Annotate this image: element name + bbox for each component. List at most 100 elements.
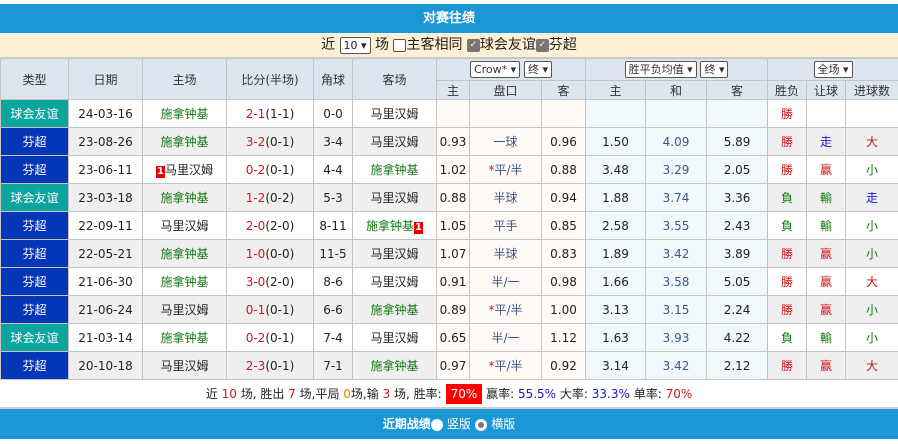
ah-line: 一球	[469, 127, 542, 156]
score[interactable]: 1-2(0-2)	[226, 183, 314, 212]
score[interactable]: 2-3(0-1)	[226, 351, 314, 380]
subcol: 让球	[806, 80, 847, 100]
league-label: 芬超	[548, 37, 577, 53]
score[interactable]: 0-2(0-1)	[226, 323, 314, 352]
col-corners: 角球	[313, 58, 353, 100]
match-type: 球会友谊	[0, 99, 69, 128]
eu-draw-odds: 3.58	[645, 267, 708, 296]
col-score: 比分(半场)	[226, 58, 314, 100]
win-rate: 70%	[445, 384, 483, 404]
result-ou: 走	[845, 183, 898, 212]
team-cell[interactable]: 马里汉姆	[142, 295, 227, 324]
match-type: 球会友谊	[0, 183, 69, 212]
corners: 3-4	[313, 127, 353, 156]
scope-cell: 全场 ▾	[767, 58, 898, 81]
ah-away-odds: 0.83	[540, 239, 587, 268]
team-cell[interactable]: 马里汉姆	[352, 267, 437, 296]
league-checkbox-friendly[interactable]: ✓	[466, 38, 480, 52]
team-cell[interactable]: 1马里汉姆	[142, 155, 227, 184]
score[interactable]: 1-0(0-0)	[226, 239, 314, 268]
result-wl: 勝	[767, 239, 808, 268]
ah-line	[469, 99, 542, 128]
horizontal-radio[interactable]	[475, 418, 488, 431]
col-date: 日期	[68, 58, 143, 100]
corners: 4-4	[313, 155, 353, 184]
match-date: 22-09-11	[68, 211, 143, 240]
team-cell[interactable]: 马里汉姆	[352, 99, 437, 128]
team-cell[interactable]: 施拿钟基	[142, 183, 227, 212]
same-home-checkbox[interactable]	[393, 38, 407, 52]
recent-label: 近	[321, 37, 336, 53]
corners: 7-4	[313, 323, 353, 352]
vertical-label: 竖版	[446, 417, 471, 431]
count-select[interactable]: 10 ▾	[339, 36, 371, 54]
ah-line: 平手	[469, 211, 542, 240]
team-cell[interactable]: 施拿钟基	[142, 127, 227, 156]
league-checkbox-finland[interactable]: ✓	[535, 38, 549, 52]
ah-line: 半球	[469, 239, 542, 268]
scope-select[interactable]: 全场 ▾	[813, 61, 853, 78]
table-row: 芬超 20-10-18 马里汉姆 2-3(0-1) 7-1 施拿钟基 0.97 *平/半…	[0, 351, 898, 380]
match-date: 24-03-16	[68, 99, 143, 128]
eu-draw-odds: 4.09	[645, 127, 708, 156]
score[interactable]: 3-0(2-0)	[226, 267, 314, 296]
ah-time-select[interactable]: 终 ▾	[524, 61, 553, 78]
ah-away-odds: 0.98	[540, 267, 587, 296]
ah-away-odds: 1.00	[540, 295, 587, 324]
ah-home-odds: 0.91	[436, 267, 470, 296]
eu-time-select[interactable]: 终 ▾	[700, 61, 729, 78]
eu-home-odds: 3.14	[585, 351, 647, 380]
eu-select[interactable]: 胜平负均值 ▾	[624, 61, 697, 78]
recent-form-title: 近期战绩	[382, 417, 431, 431]
team-cell[interactable]: 马里汉姆	[352, 127, 437, 156]
eu-draw-odds: 3.15	[645, 295, 708, 324]
result-ou: 小	[845, 155, 898, 184]
score[interactable]: 0-2(0-1)	[226, 155, 314, 184]
team-cell[interactable]: 施拿钟基	[352, 295, 437, 324]
count-unit: 场	[375, 37, 390, 53]
score[interactable]: 0-1(0-1)	[226, 295, 314, 324]
match-date: 23-06-11	[68, 155, 143, 184]
result-ou: 小	[845, 211, 898, 240]
team-cell[interactable]: 施拿钟基	[142, 267, 227, 296]
ah-line: 半球	[469, 183, 542, 212]
ah-home-odds: 0.93	[436, 127, 470, 156]
score[interactable]: 3-2(0-1)	[226, 127, 314, 156]
eu-draw-odds: 3.93	[645, 323, 708, 352]
vertical-radio[interactable]	[430, 418, 443, 431]
eu-home-odds: 2.58	[585, 211, 647, 240]
team-cell[interactable]: 施拿钟基	[352, 351, 437, 380]
ah-home-odds	[436, 99, 470, 128]
team-cell[interactable]: 马里汉姆	[142, 351, 227, 380]
eu-home-odds: 1.66	[585, 267, 647, 296]
eu-away-odds: 4.22	[706, 323, 769, 352]
eu-home-odds: 3.13	[585, 295, 647, 324]
score[interactable]: 2-0(2-0)	[226, 211, 314, 240]
ah-line: *平/半	[469, 295, 542, 324]
ah-away-odds: 0.96	[540, 127, 587, 156]
team-cell[interactable]: 施拿钟基	[142, 99, 227, 128]
team-cell[interactable]: 施拿钟基	[142, 323, 227, 352]
filter-bar: 近 10 ▾ 场 主客相同 ✓ 球会友谊 ✓ 芬超	[0, 34, 898, 58]
team-cell[interactable]: 马里汉姆	[352, 323, 437, 352]
ah-line: 半/一	[469, 267, 542, 296]
match-date: 23-08-26	[68, 127, 143, 156]
eu-draw-odds: 3.42	[645, 239, 708, 268]
eu-draw-odds: 3.42	[645, 351, 708, 380]
company-select[interactable]: Crow* ▾	[469, 61, 521, 78]
team-cell[interactable]: 马里汉姆	[352, 239, 437, 268]
ah-away-odds: 0.88	[540, 155, 587, 184]
eu-home-odds: 1.89	[585, 239, 647, 268]
team-cell[interactable]: 马里汉姆	[352, 183, 437, 212]
corners: 11-5	[313, 239, 353, 268]
table-row: 球会友谊 24-03-16 施拿钟基 2-1(1-1) 0-0 马里汉姆 勝	[0, 99, 898, 128]
match-date: 20-10-18	[68, 351, 143, 380]
team-cell[interactable]: 马里汉姆	[142, 211, 227, 240]
team-cell[interactable]: 施拿钟基	[142, 239, 227, 268]
result-ou: 大	[845, 127, 898, 156]
subcol: 客	[540, 80, 587, 100]
team-cell[interactable]: 施拿钟基1	[352, 211, 437, 240]
team-cell[interactable]: 施拿钟基	[352, 155, 437, 184]
red-card-badge: 1	[156, 166, 165, 178]
score[interactable]: 2-1(1-1)	[226, 99, 314, 128]
